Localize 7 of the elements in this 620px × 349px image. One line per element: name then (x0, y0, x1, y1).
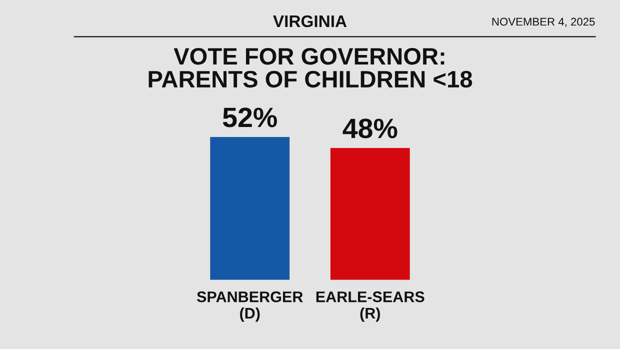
data-label: 52% (222, 108, 277, 128)
text: VIRGINIA (273, 15, 347, 28)
chart-title: VOTE FOR GOVERNOR: PARENTS OF CHILDREN <18 (148, 48, 472, 88)
x-tick-label: EARLE-SEARS (R) (316, 291, 424, 322)
text: NOVEMBER 4, 2025 (492, 18, 595, 27)
data-label: 48% (342, 118, 398, 138)
x-tick-label: SPANBERGER (D) (196, 291, 303, 322)
